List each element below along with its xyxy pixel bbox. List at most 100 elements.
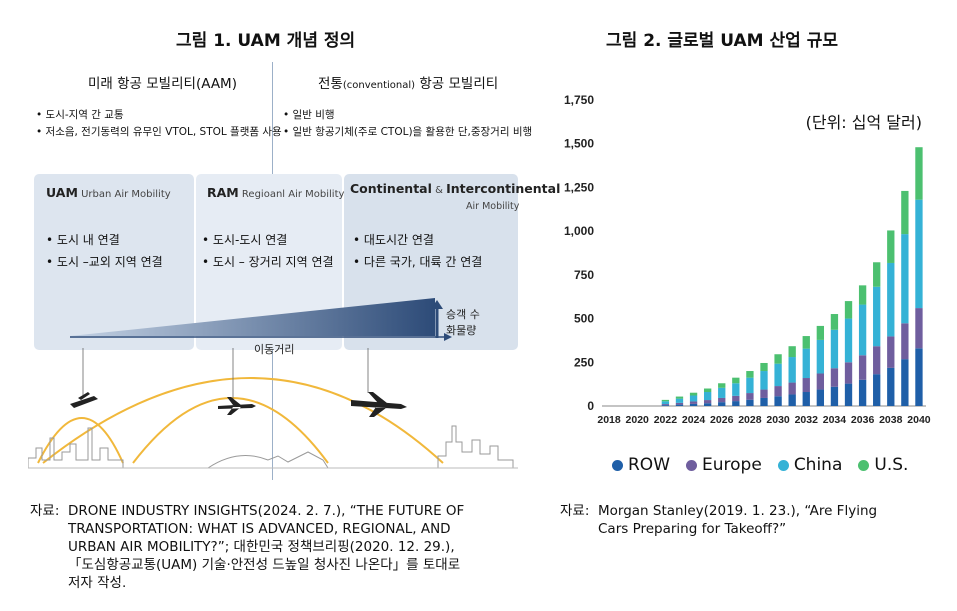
wedge-shape — [70, 298, 435, 336]
bar-china-2040 — [915, 200, 922, 308]
bar-europe-2023 — [676, 403, 683, 405]
legend-label: U.S. — [874, 455, 908, 475]
legend-label: China — [794, 455, 843, 475]
flight-illustration — [28, 348, 528, 478]
bar-us-2026 — [718, 383, 725, 388]
uam-box-title: UAM Urban Air Mobility — [46, 185, 171, 200]
continental-title: Continental — [350, 181, 432, 196]
bar-row-2037 — [873, 374, 880, 406]
ram-subtitle: Regioanl Air Mobility — [239, 189, 345, 200]
y-tick-label: 0 — [587, 399, 594, 413]
skyline-right — [438, 426, 513, 468]
legend-item-us: U.S. — [858, 455, 908, 475]
source-line: DRONE INDUSTRY INSIGHTS(2024. 2. 7.), “T… — [68, 502, 540, 520]
figure2-title: 그림 2. 글로벌 UAM 산업 규모 — [606, 26, 838, 51]
bar-china-2031 — [789, 357, 796, 383]
bar-us-2036 — [859, 285, 866, 304]
legend-swatch — [686, 460, 697, 471]
bar-row-2026 — [718, 402, 725, 406]
continental-item: 대도시간 연결 — [353, 229, 482, 251]
bar-china-2037 — [873, 287, 880, 346]
x-tick-label: 2036 — [851, 414, 875, 426]
legend-item-europe: Europe — [686, 455, 762, 475]
source-line: TRANSPORTATION: WHAT IS ADVANCED, REGION… — [68, 520, 540, 538]
bar-europe-2032 — [803, 378, 810, 392]
source-line: 저자 작성. — [68, 574, 540, 592]
bar-row-2027 — [732, 401, 739, 406]
y-tick-label: 250 — [574, 355, 594, 369]
x-tick-label: 2032 — [795, 414, 819, 426]
uam-subtitle: Urban Air Mobility — [78, 189, 171, 200]
bar-china-2029 — [760, 371, 767, 390]
skyline-middle — [208, 452, 328, 468]
airliner-icon — [351, 392, 407, 417]
uam-title: UAM — [46, 185, 78, 200]
bar-us-2033 — [817, 326, 824, 340]
figure2-source: 자료: Morgan Stanley(2019. 1. 23.), “Are F… — [560, 502, 940, 542]
axis-y-label-2: 화물량 — [446, 322, 476, 338]
x-tick-label: 2018 — [597, 414, 621, 426]
bar-row-2024 — [690, 404, 697, 406]
continental-title-end: Intercontinental — [446, 181, 560, 196]
bar-us-2025 — [704, 389, 711, 392]
vertical-arrow — [430, 300, 446, 340]
bar-china-2027 — [732, 383, 739, 396]
figure1-source-label: 자료: — [30, 502, 59, 520]
bar-row-2039 — [901, 359, 908, 406]
bar-china-2039 — [901, 234, 908, 323]
continental-flight-arc — [43, 378, 443, 463]
y-tick-label: 1,500 — [564, 137, 594, 151]
bar-europe-2033 — [817, 373, 824, 389]
uam-item: 도시 –교외 지역 연결 — [46, 251, 163, 273]
bar-row-2038 — [887, 368, 894, 406]
bar-us-2030 — [774, 354, 781, 363]
x-tick-label: 2020 — [626, 414, 650, 426]
figure1-source: 자료: DRONE INDUSTRY INSIGHTS(2024. 2. 7.)… — [30, 502, 540, 602]
x-tick-label: 2024 — [682, 414, 706, 426]
y-tick-label: 1,750 — [564, 93, 594, 107]
continental-box-title: Continental & Intercontinental — [350, 181, 560, 196]
bar-europe-2038 — [887, 336, 894, 367]
bar-row-2040 — [915, 348, 922, 406]
bar-us-2023 — [676, 397, 683, 399]
bar-china-2025 — [704, 392, 711, 400]
legend-swatch — [858, 460, 869, 471]
bar-row-2029 — [760, 398, 767, 406]
aam-bullets: 도시-지역 간 교통 저소음, 전기동력의 유무인 VTOL, STOL 플랫폼… — [36, 107, 282, 141]
bar-europe-2040 — [915, 308, 922, 348]
chart-unit-label: (단위: 십억 달러) — [806, 113, 922, 132]
continental-title-mid: & — [432, 185, 446, 196]
legend-swatch — [778, 460, 789, 471]
ram-item: 도시-도시 연결 — [202, 229, 334, 251]
legend-swatch — [612, 460, 623, 471]
source-line: Morgan Stanley(2019. 1. 23.), “Are Flyin… — [598, 502, 940, 520]
bar-us-2029 — [760, 363, 767, 371]
bar-europe-2036 — [859, 355, 866, 379]
bar-row-2028 — [746, 400, 753, 406]
bar-europe-2030 — [774, 386, 781, 396]
bar-us-2037 — [873, 262, 880, 286]
drone-icon — [70, 392, 98, 408]
ram-items: 도시-도시 연결 도시 – 장거리 지역 연결 — [202, 229, 334, 273]
skyline-left — [28, 428, 123, 468]
bar-row-2023 — [676, 405, 683, 406]
conventional-bullets: 일반 비행 일반 항공기체(주로 CTOL)을 활용한 단,중장거리 비행 — [283, 107, 532, 141]
bar-row-2033 — [817, 390, 824, 406]
bar-us-2027 — [732, 378, 739, 384]
bar-us-2028 — [746, 371, 753, 378]
bar-europe-2035 — [845, 362, 852, 383]
chart-legend: ROW Europe China U.S. — [612, 455, 924, 475]
source-line: Cars Preparing for Takeoff?” — [598, 520, 940, 538]
conventional-header-suffix: 항공 모빌리티 — [415, 76, 498, 92]
conventional-bullet: 일반 비행 — [283, 107, 532, 124]
ram-item: 도시 – 장거리 지역 연결 — [202, 251, 334, 273]
bar-europe-2027 — [732, 396, 739, 401]
conventional-header: 전통(conventional) 항공 모빌리티 — [318, 72, 498, 92]
y-tick-label: 750 — [574, 268, 594, 282]
conventional-header-prefix: 전통 — [318, 76, 343, 92]
x-tick-label: 2022 — [654, 414, 678, 426]
bar-china-2038 — [887, 263, 894, 336]
bar-china-2030 — [774, 364, 781, 386]
bar-china-2026 — [718, 388, 725, 398]
bar-us-2035 — [845, 301, 852, 318]
